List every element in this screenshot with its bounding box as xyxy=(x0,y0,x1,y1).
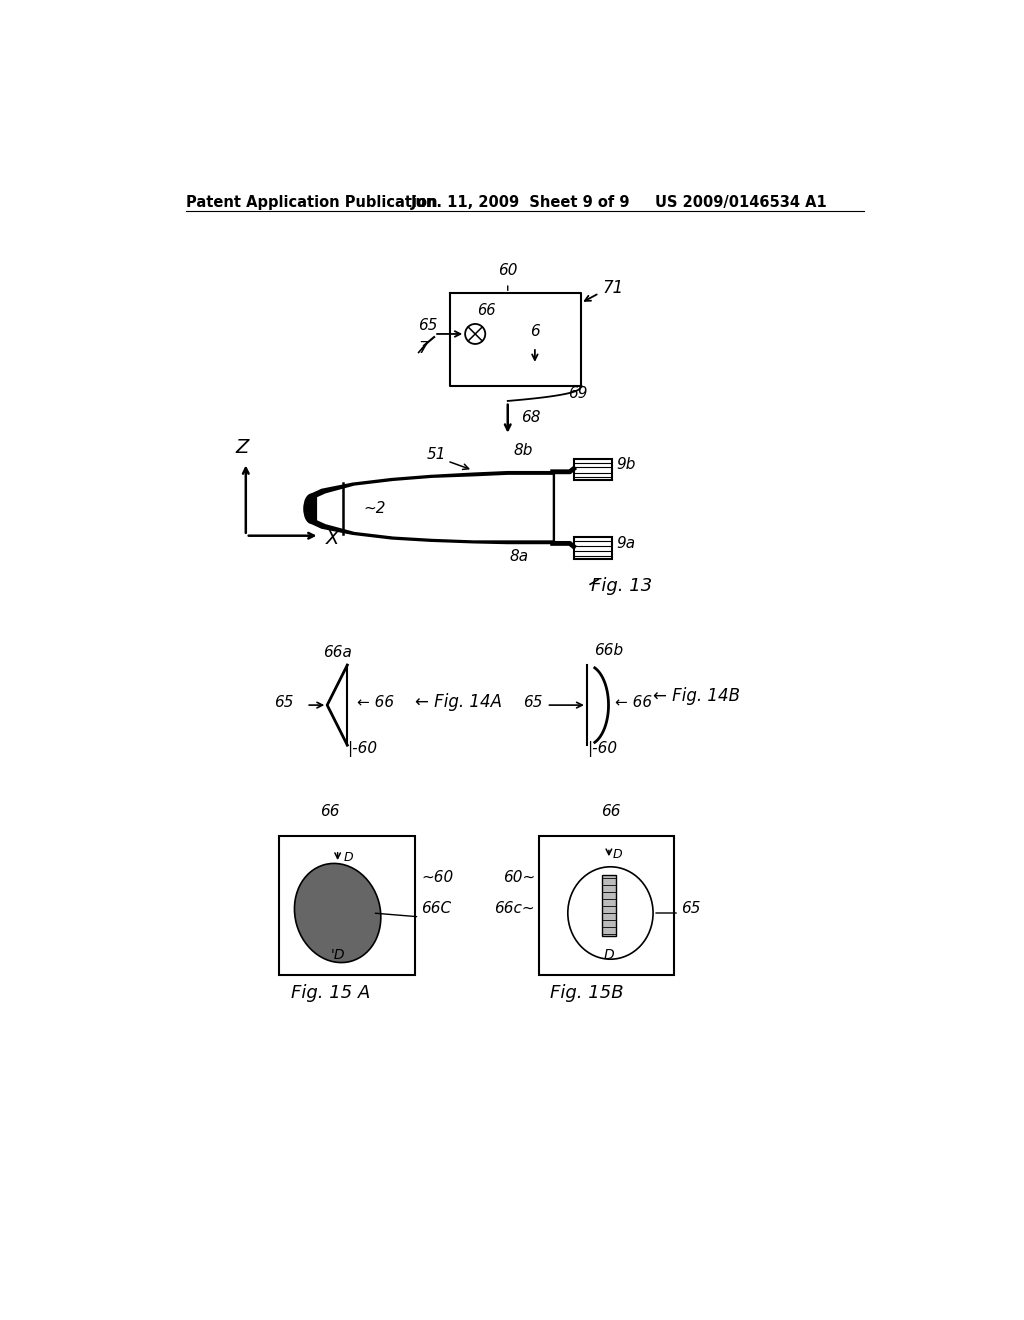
Text: |-60: |-60 xyxy=(347,741,378,756)
Text: ~2: ~2 xyxy=(364,502,386,516)
Text: Fig. 15B: Fig. 15B xyxy=(550,983,624,1002)
Polygon shape xyxy=(573,459,612,480)
Text: 'D: 'D xyxy=(331,948,345,962)
Text: 60: 60 xyxy=(498,263,517,277)
Polygon shape xyxy=(573,537,612,558)
Text: 65: 65 xyxy=(273,694,293,710)
Text: 9a: 9a xyxy=(616,536,635,550)
Text: 66b: 66b xyxy=(594,643,623,659)
Text: 9b: 9b xyxy=(616,458,636,473)
Text: 8b: 8b xyxy=(514,442,532,458)
Text: D: D xyxy=(603,948,614,962)
Text: ← Fig. 14B: ← Fig. 14B xyxy=(653,688,740,705)
Text: 65: 65 xyxy=(523,694,543,710)
Text: ~60: ~60 xyxy=(421,870,454,886)
Text: Jun. 11, 2009  Sheet 9 of 9: Jun. 11, 2009 Sheet 9 of 9 xyxy=(411,195,631,210)
Text: Z: Z xyxy=(236,438,249,457)
Text: 51: 51 xyxy=(427,446,446,462)
Text: Patent Application Publication: Patent Application Publication xyxy=(186,195,437,210)
Text: 65: 65 xyxy=(418,318,437,333)
Text: 66C: 66C xyxy=(421,902,452,916)
Text: Fig. 13: Fig. 13 xyxy=(592,577,652,595)
Text: 66a: 66a xyxy=(323,645,351,660)
Text: ← 66: ← 66 xyxy=(356,694,394,710)
Text: Fig. 15 A: Fig. 15 A xyxy=(291,983,370,1002)
Text: D: D xyxy=(344,850,353,863)
Text: 68: 68 xyxy=(521,409,541,425)
Text: X: X xyxy=(326,528,339,548)
Ellipse shape xyxy=(304,494,319,524)
Text: 60~: 60~ xyxy=(503,870,535,886)
Ellipse shape xyxy=(295,863,381,962)
Text: US 2009/0146534 A1: US 2009/0146534 A1 xyxy=(655,195,826,210)
Text: 66: 66 xyxy=(601,804,621,818)
Text: 71: 71 xyxy=(602,279,624,297)
Text: 8a: 8a xyxy=(510,549,529,564)
Text: 6: 6 xyxy=(530,325,540,339)
Text: 66: 66 xyxy=(321,804,340,818)
Text: 69: 69 xyxy=(568,385,588,401)
Text: ← Fig. 14A: ← Fig. 14A xyxy=(415,693,502,710)
Text: 65: 65 xyxy=(681,902,700,916)
Polygon shape xyxy=(317,475,553,540)
Bar xyxy=(602,874,615,936)
Text: 7: 7 xyxy=(419,341,428,356)
Text: 66c~: 66c~ xyxy=(495,902,535,916)
Polygon shape xyxy=(311,471,554,544)
Text: 66: 66 xyxy=(477,302,496,318)
Text: |-60: |-60 xyxy=(587,741,616,756)
Text: ← 66: ← 66 xyxy=(614,694,652,710)
Text: D: D xyxy=(612,847,623,861)
